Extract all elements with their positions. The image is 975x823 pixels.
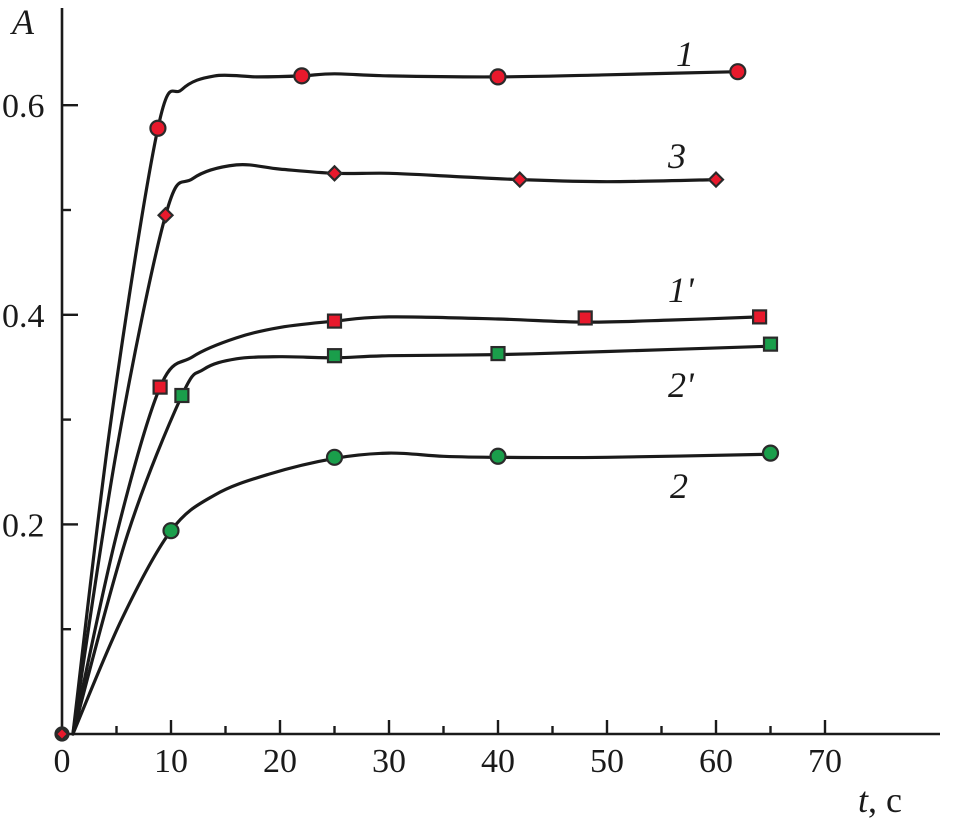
series-1-point — [729, 63, 747, 81]
series-markers — [54, 63, 780, 742]
series-2-prime-point — [174, 387, 190, 404]
series-1-line — [71, 70, 740, 736]
series-2-point — [761, 444, 780, 462]
series-2-point — [489, 447, 507, 465]
series-1-prime-point — [577, 310, 593, 326]
x-tick-label: 20 — [263, 743, 297, 780]
series-3-point — [707, 171, 725, 189]
series-1-prime-point — [751, 309, 768, 325]
series-2-point — [325, 448, 344, 466]
series-labels: 1 3 1' 2' 2 — [667, 34, 695, 506]
y-tick-label: 0.6 — [2, 88, 45, 125]
x-ticks: 0 10 20 30 40 50 60 70 — [54, 720, 842, 780]
series-1-point — [149, 119, 167, 137]
x-axis-unit: , c — [868, 780, 902, 820]
series-3-label: 3 — [667, 136, 686, 176]
x-tick-label: 70 — [808, 743, 842, 780]
x-axis-label: t — [858, 780, 869, 820]
series-3-point — [325, 164, 344, 182]
series-1-point — [489, 68, 507, 86]
series-2-prime-line — [71, 344, 773, 736]
x-tick-label: 40 — [481, 743, 515, 780]
series-1-prime-point — [152, 379, 168, 395]
series-3-line — [71, 162, 718, 736]
series-2-prime-point — [326, 348, 343, 364]
series-1-label: 1 — [676, 34, 694, 74]
series-2-prime-point — [490, 345, 506, 362]
series-1-prime-point — [326, 313, 343, 329]
y-axis-label: A — [10, 2, 35, 42]
y-tick-label: 0.2 — [2, 507, 45, 544]
series-2-line — [71, 451, 773, 736]
x-tick-label: 30 — [372, 743, 406, 780]
x-tick-label: 60 — [699, 743, 733, 780]
series-1-prime-line — [71, 315, 762, 736]
series-2-point — [162, 522, 180, 540]
y-tick-label: 0.4 — [2, 298, 45, 335]
x-tick-label: 10 — [154, 743, 188, 780]
series-1-point — [293, 67, 311, 85]
series-2-label: 2 — [670, 466, 688, 506]
series-2-prime-label: 2' — [668, 365, 695, 405]
x-tick-label: 0 — [54, 743, 71, 780]
y-ticks: 0.2 0.4 0.6 — [2, 88, 78, 631]
axes — [60, 8, 940, 736]
series-3-point — [156, 206, 175, 224]
series-3-point — [511, 171, 529, 189]
origin-point-overlay — [54, 726, 70, 742]
series-2-prime-point — [762, 336, 779, 352]
series-1-prime-label: 1' — [668, 270, 695, 310]
x-tick-label: 50 — [590, 743, 624, 780]
x-axis-label-group: t, c — [858, 780, 902, 820]
